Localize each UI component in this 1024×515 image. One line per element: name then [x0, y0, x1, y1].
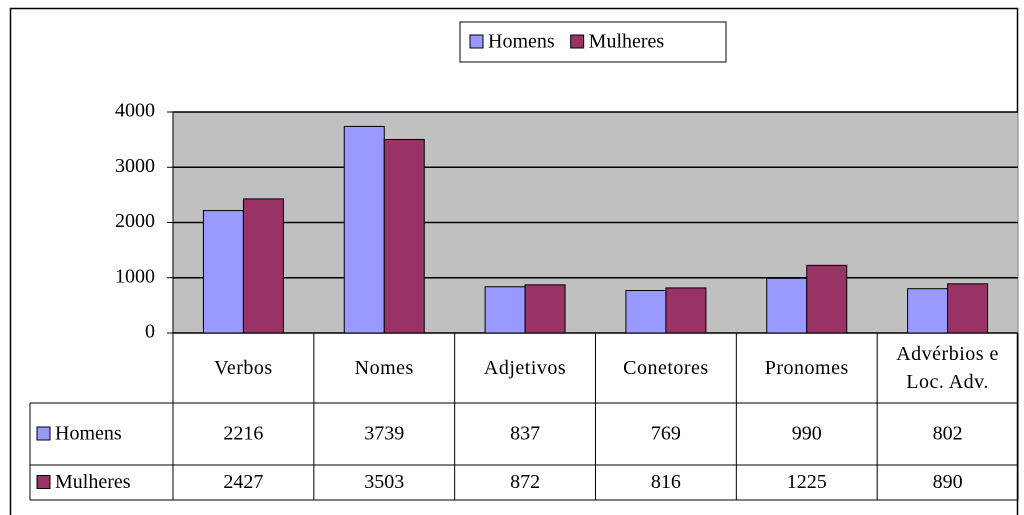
- table-value: 837: [510, 423, 540, 445]
- bar: [383, 138, 425, 334]
- legend-label: Mulheres: [589, 31, 665, 53]
- bar: [343, 125, 385, 334]
- table-value: 3503: [364, 471, 404, 493]
- table-value: 1225: [787, 471, 827, 493]
- x-tick-label: Pronomes: [764, 357, 849, 379]
- table-value: 816: [651, 471, 681, 493]
- legend-marker: [36, 426, 51, 441]
- row-label: Homens: [55, 423, 122, 445]
- bar: [484, 286, 526, 334]
- legend-label: Homens: [488, 31, 555, 53]
- bar: [202, 210, 244, 334]
- bar: [665, 287, 707, 334]
- legend-marker: [469, 34, 484, 49]
- table-value: 872: [510, 471, 540, 493]
- table-value: 769: [651, 423, 681, 445]
- table-value: 890: [933, 471, 963, 493]
- bar: [766, 277, 808, 334]
- bar: [524, 284, 566, 334]
- legend-box: [459, 21, 727, 63]
- x-tick-label: Advérbios e Loc. Adv.: [896, 343, 999, 393]
- y-tick-label: 3000: [115, 155, 155, 177]
- x-tick-label: Verbos: [214, 357, 273, 379]
- bar: [947, 283, 989, 334]
- y-tick-label: 4000: [115, 100, 155, 122]
- y-tick-label: 0: [145, 321, 155, 343]
- x-tick-label: Conetores: [623, 357, 709, 379]
- table-value: 3739: [364, 423, 404, 445]
- table-value: 2427: [223, 471, 263, 493]
- x-tick-label: Adjetivos: [483, 357, 567, 379]
- row-label: Mulheres: [55, 471, 131, 493]
- x-tick-label: Nomes: [354, 357, 414, 379]
- y-tick-label: 2000: [115, 210, 155, 232]
- bar: [625, 290, 667, 334]
- y-tick-label: 1000: [115, 265, 155, 287]
- legend-marker: [36, 475, 51, 489]
- table-value: 2216: [223, 423, 263, 445]
- bar: [806, 264, 848, 334]
- table-value: 802: [933, 423, 963, 445]
- legend-marker: [570, 34, 585, 49]
- bar: [242, 198, 284, 334]
- bar: [907, 288, 949, 334]
- table-value: 990: [792, 423, 822, 445]
